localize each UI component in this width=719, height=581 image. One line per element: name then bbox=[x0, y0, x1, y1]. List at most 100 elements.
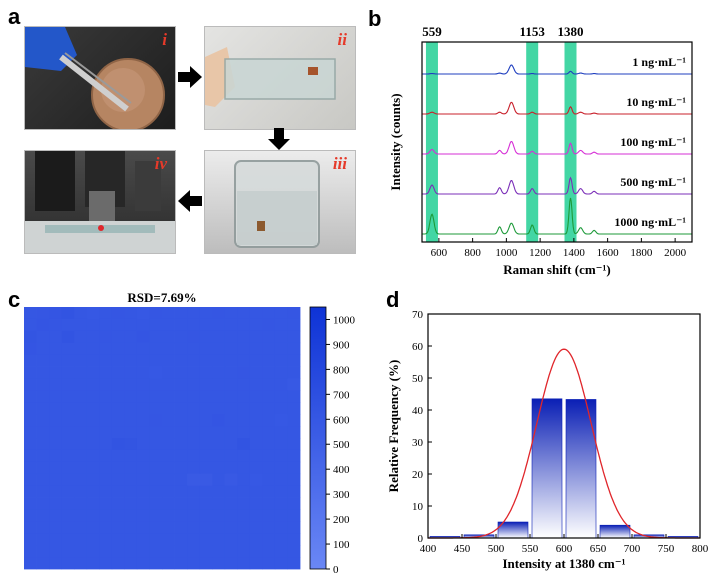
panel-b-letter: b bbox=[368, 6, 382, 31]
heatmap-cell bbox=[174, 378, 188, 391]
y-axis-label: Intensity (counts) bbox=[388, 93, 403, 190]
heatmap-cell bbox=[36, 497, 50, 510]
heatmap-cell bbox=[136, 402, 150, 415]
heatmap-cell bbox=[249, 521, 263, 534]
heatmap-cell bbox=[49, 545, 63, 558]
heatmap-cell bbox=[199, 545, 213, 558]
heatmap-cell bbox=[86, 521, 100, 534]
heatmap-cell bbox=[287, 473, 301, 487]
heatmap-cell bbox=[74, 366, 88, 379]
heatmap-cell bbox=[262, 330, 276, 344]
heatmap-cell bbox=[61, 438, 75, 451]
heatmap-cell bbox=[24, 461, 37, 475]
heatmap-cell bbox=[111, 307, 125, 320]
colorbar-tick-label: 100 bbox=[333, 539, 350, 551]
panel-a-letter: a bbox=[8, 4, 21, 29]
heatmap-cell bbox=[24, 473, 37, 487]
heatmap-cell bbox=[174, 342, 188, 356]
heatmap-cell bbox=[74, 426, 88, 439]
heatmap-cell bbox=[49, 307, 63, 320]
heatmap-cell bbox=[149, 330, 163, 344]
heatmap-cell bbox=[249, 330, 263, 344]
heatmap-cell bbox=[287, 390, 301, 403]
heatmap-cell bbox=[86, 354, 100, 367]
heatmap-cell bbox=[49, 497, 63, 510]
heatmap-cell bbox=[99, 461, 113, 475]
heatmap-cell bbox=[224, 378, 238, 391]
heatmap-cell bbox=[49, 485, 63, 498]
heatmap-cell bbox=[237, 485, 251, 498]
heatmap-cell bbox=[174, 545, 188, 558]
plot-frame bbox=[421, 41, 693, 243]
photo-tag-iv: iv bbox=[154, 154, 167, 173]
heatmap-cell bbox=[212, 545, 226, 558]
heatmap-cell bbox=[74, 509, 88, 522]
colorbar-tick-label: 600 bbox=[333, 414, 350, 426]
heatmap-cell bbox=[86, 366, 100, 379]
heatmap-cell bbox=[36, 473, 50, 487]
heatmap-cell bbox=[262, 461, 276, 475]
heatmap-cell bbox=[262, 438, 276, 451]
heatmap-cell bbox=[212, 378, 226, 391]
y-tick-label: 60 bbox=[412, 341, 424, 353]
heatmap-cell bbox=[274, 521, 288, 534]
heatmap-cell bbox=[124, 390, 138, 403]
heatmap-cell bbox=[212, 449, 226, 463]
x-tick-label: 650 bbox=[590, 543, 607, 555]
heatmap-cell bbox=[61, 449, 75, 463]
heatmap-cell bbox=[237, 449, 251, 463]
heatmap-cell bbox=[36, 366, 50, 379]
sample-disc-illustration bbox=[25, 27, 165, 129]
heatmap-cell bbox=[224, 342, 238, 356]
y-tick-label: 20 bbox=[412, 469, 424, 481]
heatmap-cell bbox=[36, 426, 50, 439]
heatmap-cell bbox=[61, 330, 75, 344]
heatmap-cell bbox=[174, 330, 188, 344]
heatmap-cell bbox=[99, 438, 113, 451]
heatmap-cell bbox=[61, 426, 75, 439]
heatmap-cell bbox=[111, 426, 125, 439]
heatmap-cell bbox=[49, 533, 63, 546]
heatmap-cell bbox=[174, 354, 188, 367]
heatmap-cell bbox=[174, 461, 188, 475]
heatmap-cell bbox=[249, 342, 263, 356]
heatmap-cell bbox=[262, 390, 276, 403]
heatmap-cell bbox=[136, 438, 150, 451]
heatmap-cell bbox=[86, 497, 100, 510]
heatmap-cell bbox=[124, 521, 138, 534]
heatmap-cell bbox=[162, 414, 175, 427]
heatmap-cell bbox=[249, 485, 263, 498]
heatmap-cell bbox=[36, 557, 50, 570]
heatmap-cell bbox=[136, 497, 150, 510]
heatmap-cell bbox=[262, 318, 276, 332]
heatmap-cell bbox=[111, 390, 125, 403]
heatmap-cell bbox=[74, 461, 88, 475]
heatmap-cell bbox=[124, 438, 138, 451]
heatmap-cell bbox=[199, 521, 213, 534]
heatmap-cell bbox=[36, 545, 50, 558]
heatmap-cell bbox=[36, 307, 50, 320]
heatmap-cell bbox=[124, 307, 138, 320]
heatmap-cell bbox=[262, 307, 276, 320]
heatmap-cell bbox=[187, 449, 201, 463]
heatmap-cell bbox=[199, 307, 213, 320]
heatmap-cell bbox=[187, 318, 201, 332]
heatmap-cell bbox=[74, 354, 88, 367]
heatmap-cell bbox=[99, 414, 113, 427]
heatmap-cell bbox=[174, 402, 188, 415]
heatmap-cell bbox=[49, 557, 63, 570]
heatmap-cell bbox=[136, 461, 150, 475]
heatmap-cell bbox=[162, 509, 175, 522]
heatmap-cell bbox=[212, 473, 226, 487]
heatmap-cell bbox=[99, 318, 113, 332]
heatmap-cell bbox=[49, 318, 63, 332]
heatmap-cell bbox=[111, 521, 125, 534]
heatmap-cell bbox=[287, 438, 301, 451]
heatmap-cell bbox=[187, 509, 201, 522]
heatmap-cell bbox=[162, 485, 175, 498]
heatmap-cell bbox=[36, 414, 50, 427]
heatmap-cell bbox=[36, 354, 50, 367]
arrow-left-icon bbox=[178, 190, 202, 212]
heatmap-cell bbox=[187, 473, 201, 487]
heatmap-cell bbox=[24, 557, 37, 570]
